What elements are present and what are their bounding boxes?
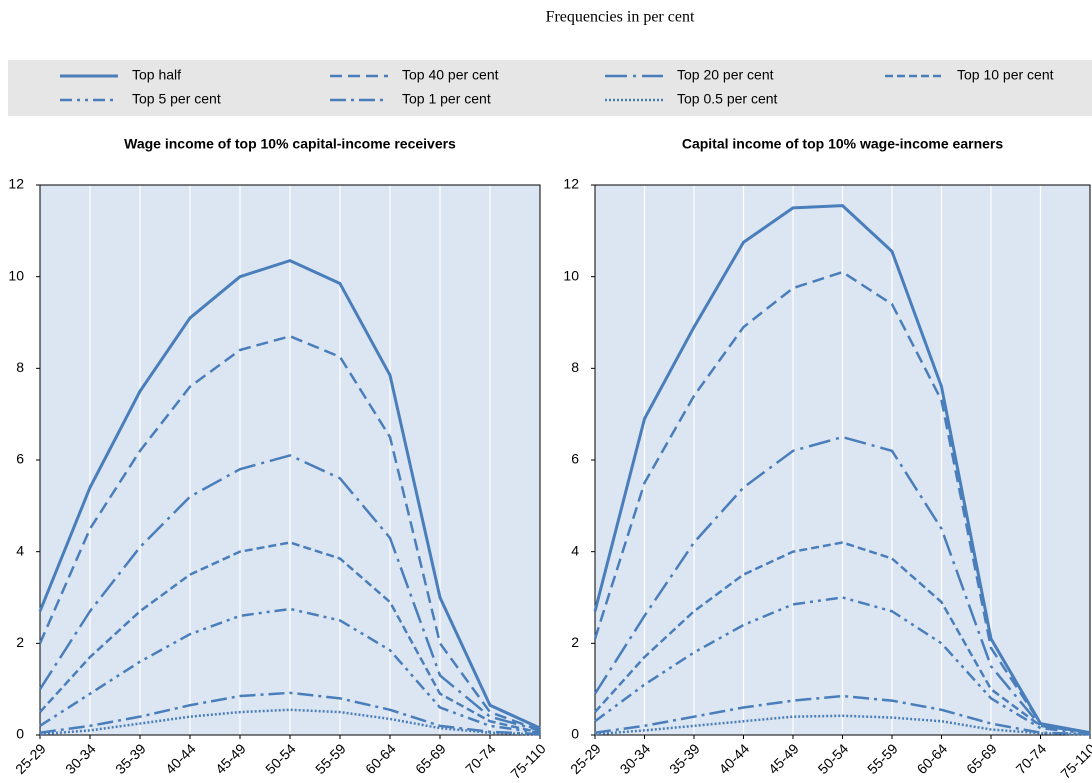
y-tick-label: 4 — [571, 542, 579, 558]
series-line — [594, 714, 1091, 736]
series-line — [39, 691, 541, 736]
plot-frame — [594, 184, 1091, 736]
x-tick-label: 45-49 — [765, 740, 802, 777]
y-tick-label: 6 — [571, 451, 579, 467]
x-tick-label: 35-39 — [112, 740, 149, 777]
legend-label: Top 20 per cent — [677, 67, 774, 83]
x-tick-label: 70-74 — [462, 740, 499, 777]
y-tick-label: 2 — [16, 634, 24, 650]
x-tick-label: 70-74 — [1013, 740, 1050, 777]
series-line — [38, 335, 541, 732]
x-tick-label: 60-64 — [914, 740, 951, 777]
x-tick-label: 50-54 — [262, 740, 299, 777]
panel-title: Capital income of top 10% wage-income ea… — [682, 136, 1004, 152]
y-tick-label: 12 — [8, 176, 24, 192]
legend-label: Top half — [132, 67, 181, 83]
x-tick-label: 55-59 — [312, 740, 349, 777]
x-tick-label: 30-34 — [62, 740, 99, 777]
legend-label: Top 10 per cent — [957, 67, 1054, 83]
y-tick-label: 2 — [571, 634, 579, 650]
x-tick-label: 65-69 — [412, 740, 449, 777]
panel-title: Wage income of top 10% capital-income re… — [124, 136, 456, 152]
x-tick-label: 50-54 — [815, 740, 852, 777]
y-tick-label: 0 — [571, 726, 579, 742]
series-line — [593, 204, 1091, 735]
y-tick-label: 12 — [563, 176, 579, 192]
y-tick-label: 4 — [16, 542, 24, 558]
y-tick-label: 0 — [16, 726, 24, 742]
series-line — [39, 607, 541, 734]
series-line — [39, 541, 541, 734]
series-line — [593, 435, 1091, 734]
page-title: Frequencies in per cent — [546, 9, 695, 26]
series-line — [594, 694, 1091, 736]
x-tick-label: 75-110 — [1057, 740, 1092, 782]
x-tick-label: 35-39 — [666, 740, 703, 777]
x-tick-label: 25-29 — [12, 740, 49, 777]
x-tick-label: 60-64 — [362, 740, 399, 777]
legend-label: Top 5 per cent — [132, 91, 221, 107]
y-tick-label: 8 — [571, 359, 579, 375]
y-tick-label: 8 — [16, 359, 24, 375]
x-tick-label: 65-69 — [963, 740, 1000, 777]
series-line — [38, 259, 541, 730]
x-tick-label: 45-49 — [212, 740, 249, 777]
x-tick-label: 25-29 — [567, 740, 604, 777]
legend-box — [8, 60, 1092, 116]
legend-label: Top 1 per cent — [402, 91, 491, 107]
series-line — [594, 596, 1091, 735]
series-line — [38, 454, 541, 732]
x-tick-label: 40-44 — [162, 740, 199, 777]
x-tick-label: 30-34 — [617, 740, 654, 777]
y-tick-label: 6 — [16, 451, 24, 467]
plot-frame — [39, 184, 541, 736]
y-tick-label: 10 — [8, 267, 24, 283]
legend-label: Top 0.5 per cent — [677, 91, 778, 107]
legend-label: Top 40 per cent — [402, 67, 499, 83]
series-line — [594, 541, 1091, 734]
x-tick-label: 75-110 — [507, 740, 549, 782]
y-tick-label: 10 — [563, 267, 579, 283]
x-tick-label: 55-59 — [864, 740, 901, 777]
x-tick-label: 40-44 — [716, 740, 753, 777]
